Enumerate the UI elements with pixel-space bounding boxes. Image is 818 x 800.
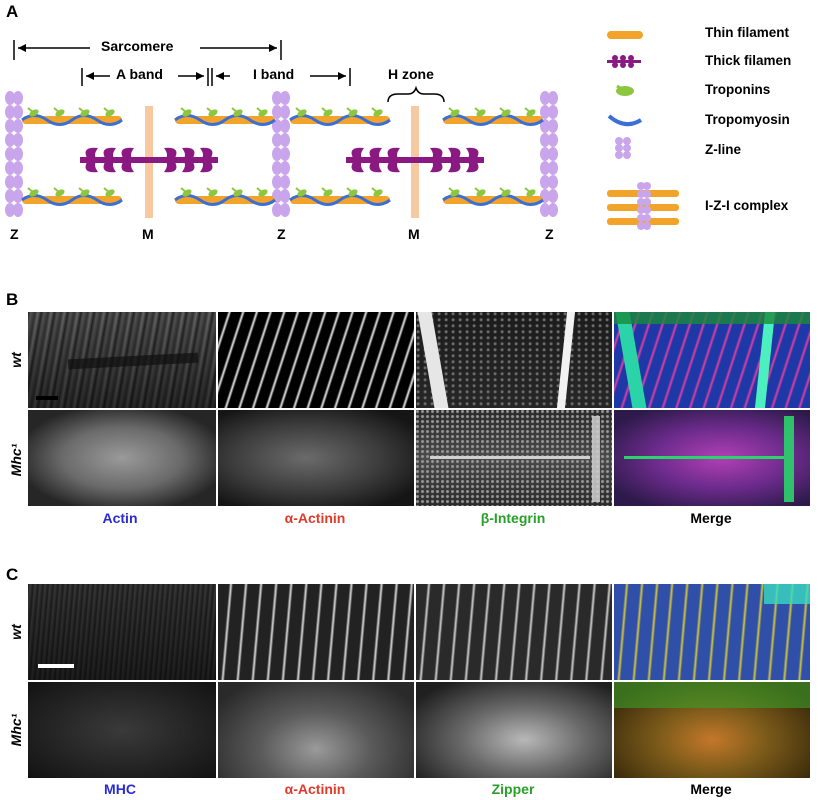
scale-bar	[36, 396, 58, 400]
z-label-2: Z	[277, 226, 286, 242]
z-label-3: Z	[545, 226, 554, 242]
h-zone-label: H zone	[388, 66, 434, 82]
merge-green-2	[754, 312, 776, 408]
panel-c-row-label-mhc: Mhc¹	[8, 713, 24, 747]
legend-label-z-line: Z-line	[705, 142, 741, 157]
integrin-band-2	[556, 312, 576, 408]
m-label-1: M	[142, 226, 154, 242]
z-line-icon	[615, 137, 631, 159]
image-c-actinin-wt	[218, 584, 414, 680]
image-c-merge-mhc	[614, 682, 810, 778]
merge-c-green-top	[614, 682, 810, 708]
image-c-zipper-wt	[416, 584, 612, 680]
merge-mhc-green-edge	[784, 416, 794, 502]
panel-b-row-label-mhc: Mhc¹	[8, 443, 24, 477]
panel-c-col-label-actinin: α-Actinin	[284, 781, 346, 797]
scale-bar	[38, 664, 74, 668]
legend-label-tropomyosin: Tropomyosin	[705, 112, 790, 127]
troponins-icon	[616, 84, 634, 96]
legend: Thin filament Thick filamen Troponins Tr…	[605, 20, 818, 240]
image-b-integrin-wt	[416, 312, 612, 408]
panel-b-letter: B	[6, 290, 19, 309]
panel-a-letter: A	[6, 2, 19, 21]
image-c-zipper-mhc	[416, 682, 612, 778]
integrin-band-1	[417, 312, 449, 408]
merge-green-1	[615, 312, 647, 408]
panel-c-col-label-merge: Merge	[690, 781, 732, 797]
sarcomere-diagram	[5, 40, 558, 218]
panel-b-col-label-actinin: α-Actinin	[284, 510, 346, 526]
merge-green-top	[614, 312, 810, 324]
legend-label-thick-filament: Thick filamen	[705, 53, 792, 68]
panel-c-letter: C	[6, 565, 19, 584]
i-band-label: I band	[253, 66, 295, 82]
image-c-merge-wt	[614, 584, 810, 680]
image-b-merge-mhc	[614, 410, 810, 506]
panel-c-col-label-mhc: MHC	[104, 781, 136, 797]
izi-complex-icon	[607, 182, 679, 230]
panel-b-row-label-wt: wt	[8, 352, 24, 368]
merge-c-highlight	[764, 584, 810, 604]
z-label-1: Z	[10, 226, 19, 242]
sarcomere-label: Sarcomere	[101, 38, 174, 54]
legend-label-troponins: Troponins	[705, 82, 771, 97]
thick-filament-icon	[607, 55, 641, 68]
integrin-edge	[592, 416, 600, 502]
integrin-line	[430, 456, 590, 459]
image-b-actin-mhc	[28, 410, 216, 506]
merge-mhc-green-line	[624, 456, 784, 459]
thin-filament-icon	[607, 31, 643, 39]
panel-b-col-label-merge: Merge	[690, 510, 732, 526]
image-b-integrin-mhc	[416, 410, 612, 506]
image-b-actin-wt	[28, 312, 216, 408]
image-b-actinin-wt	[218, 312, 414, 408]
dark-band	[67, 352, 199, 370]
legend-label-izi-complex: I-Z-I complex	[705, 198, 789, 213]
panel-c-row-label-wt: wt	[8, 624, 24, 640]
legend-label-thin-filament: Thin filament	[705, 25, 789, 40]
image-b-actinin-mhc	[218, 410, 414, 506]
image-c-actinin-mhc	[218, 682, 414, 778]
a-band-label: A band	[116, 66, 163, 82]
image-b-merge-wt	[614, 312, 810, 408]
image-c-mhc-wt	[28, 584, 216, 680]
panel-b-col-label-integrin: β-Integrin	[480, 510, 546, 526]
panel-c-col-label-zipper: Zipper	[491, 781, 535, 797]
panel-b-col-label-actin: Actin	[102, 510, 138, 526]
image-c-mhc-mhc	[28, 682, 216, 778]
m-label-2: M	[408, 226, 420, 242]
tropomyosin-icon	[607, 114, 643, 127]
